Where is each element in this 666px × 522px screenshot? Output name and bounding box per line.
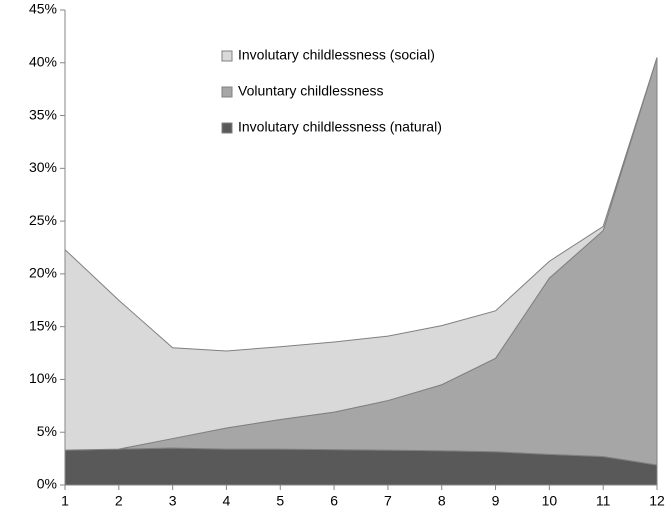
x-tick-label: 8: [438, 493, 446, 509]
area: [64, 57, 658, 451]
y-tick-label: 5%: [37, 423, 57, 439]
legend-label: Involutary childlessness (social): [238, 47, 435, 63]
y-tick-label: 20%: [29, 265, 57, 281]
y-tick-label: 40%: [29, 53, 57, 69]
legend-swatch: [221, 86, 233, 98]
legend-label: Voluntary childlessness: [238, 83, 384, 99]
x-tick-label: 9: [492, 493, 500, 509]
legend-swatch: [221, 122, 233, 134]
x-tick-label: 3: [169, 493, 177, 509]
x-tick-label: 1: [61, 493, 69, 509]
x-tick-label: 7: [384, 493, 392, 509]
y-tick-label: 10%: [29, 370, 57, 386]
y-tick-label: 35%: [29, 106, 57, 122]
y-tick-label: 45%: [29, 1, 57, 17]
x-tick-label: 6: [330, 493, 338, 509]
y-tick-label: 0%: [37, 476, 57, 492]
x-tick-label: 11: [596, 493, 611, 509]
y-tick-label: 25%: [29, 212, 57, 228]
x-tick-label: 5: [276, 493, 284, 509]
x-tick-label: 10: [542, 493, 558, 509]
y-tick-label: 30%: [29, 159, 57, 175]
x-tick-label: 12: [649, 493, 665, 509]
legend-swatch: [221, 50, 233, 62]
legend-label: Involutary childlessness (natural): [238, 119, 442, 135]
x-tick-label: 2: [115, 493, 123, 509]
x-tick-label: 4: [223, 493, 231, 509]
y-tick-label: 15%: [29, 317, 57, 333]
